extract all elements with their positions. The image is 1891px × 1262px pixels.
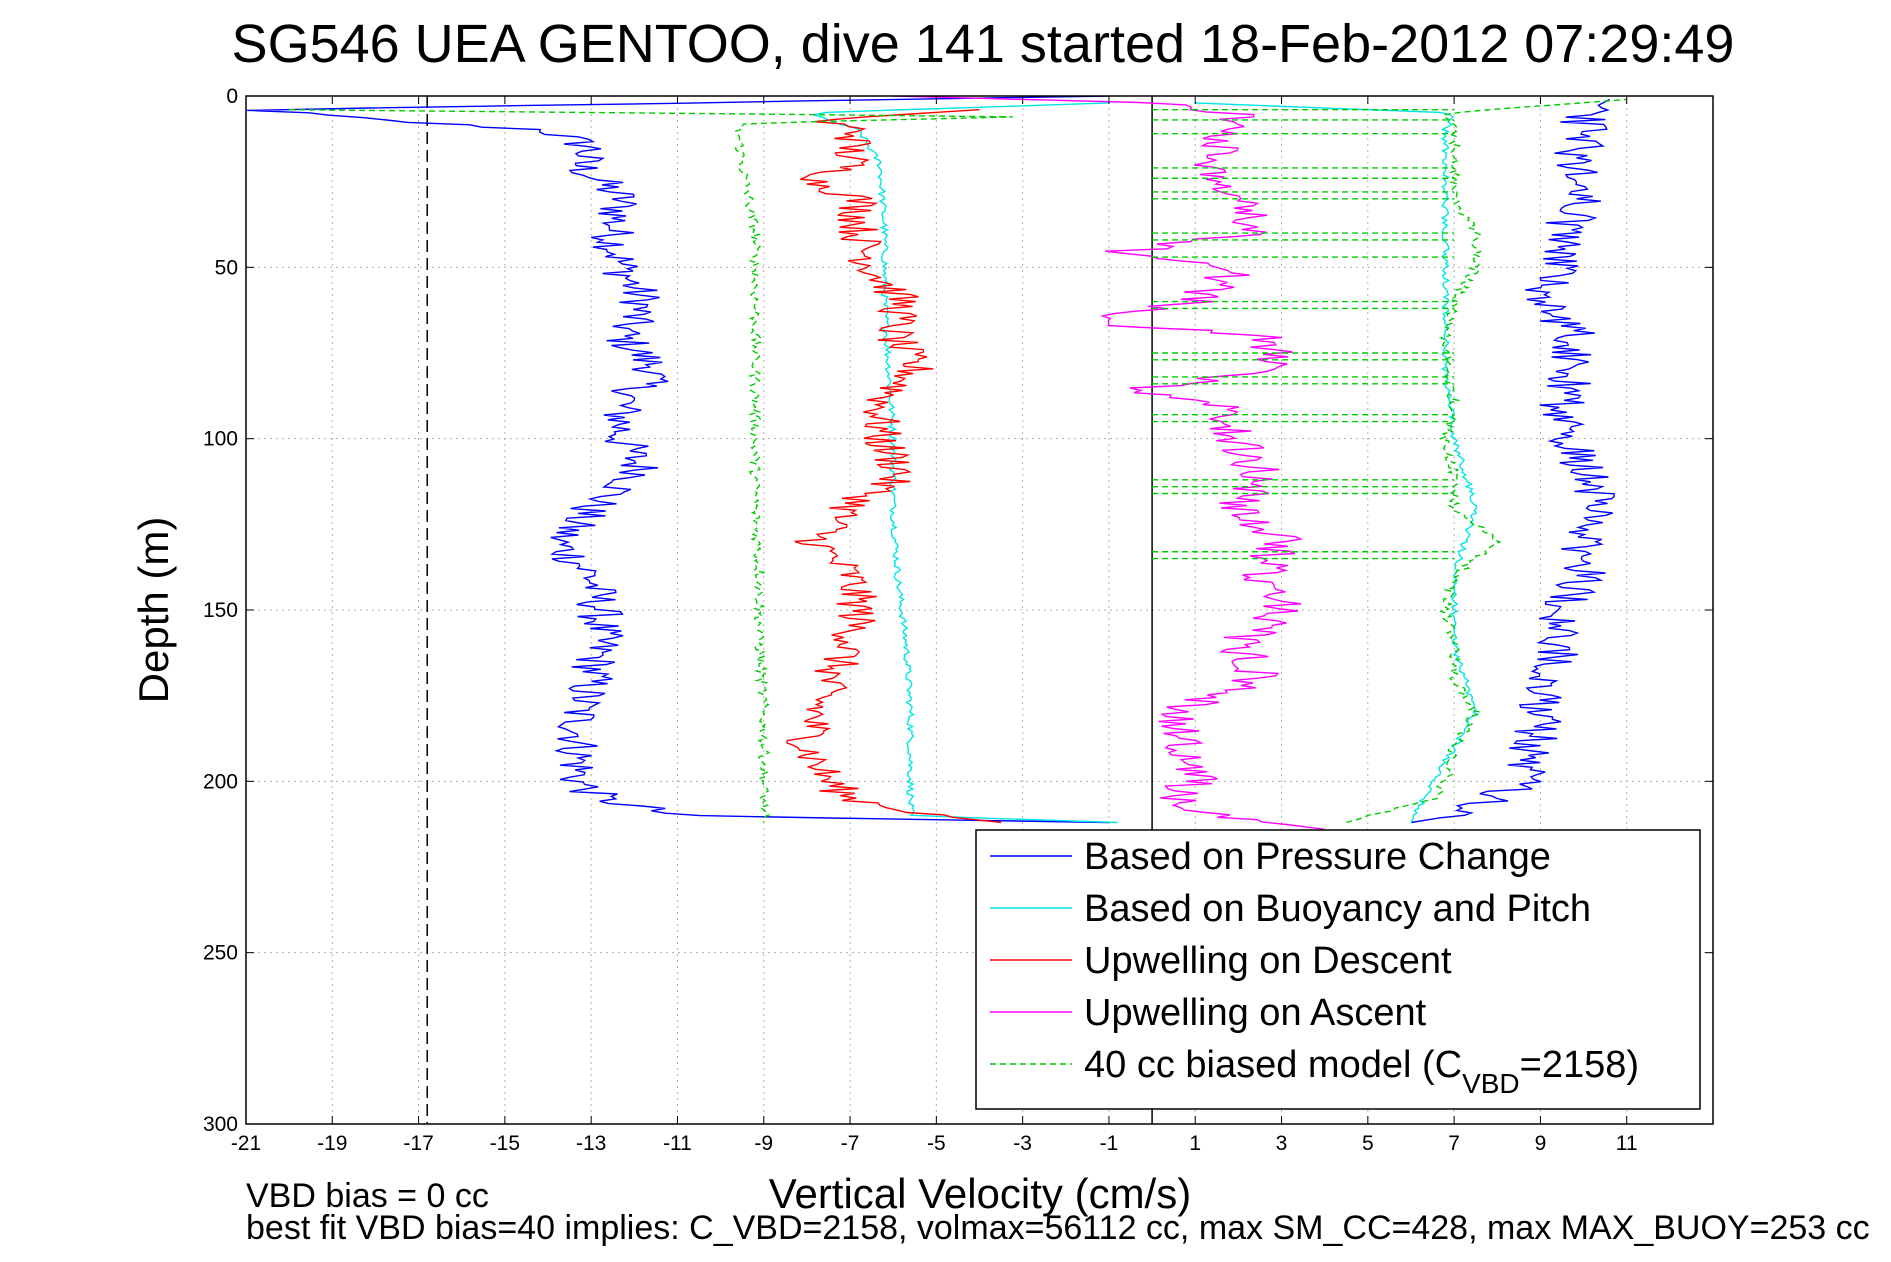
series-2 [813, 102, 1480, 824]
series-line-ascent [1195, 102, 1480, 823]
series-line-ascent [1410, 98, 1615, 824]
series-5 [289, 98, 1627, 824]
series-1 [247, 96, 1615, 824]
series-line-trace [786, 109, 1002, 824]
y-tick-label: 0 [226, 85, 238, 108]
series-line-descent [247, 96, 1109, 824]
series-4 [893, 96, 1325, 830]
y-axis-label: Depth (m) [130, 517, 177, 704]
x-tick-label: -1 [1100, 1132, 1119, 1155]
chart-title: SG546 UEA GENTOO, dive 141 started 18-Fe… [232, 14, 1735, 74]
x-tick-label: -7 [841, 1132, 860, 1155]
y-tick-label: 250 [203, 942, 238, 965]
annotation-vbd-bias: VBD bias = 0 cc [246, 1177, 489, 1215]
x-tick-label: 7 [1448, 1132, 1460, 1155]
y-tick-label: 200 [203, 770, 238, 793]
legend-label-4: Upwelling on Ascent [1084, 992, 1427, 1034]
y-tick-label: 50 [215, 256, 238, 279]
x-axis-label: Vertical Velocity (cm/s) [769, 1170, 1191, 1217]
x-tick-label: -19 [317, 1132, 347, 1155]
y-tick-label: 150 [203, 599, 238, 622]
x-tick-label: 3 [1276, 1132, 1288, 1155]
x-tick-label: 9 [1535, 1132, 1547, 1155]
series-layer [247, 96, 1627, 830]
axis-ticks: -21 -19 -17 -15 -13 -11 -9 -7 -5 -3 -1 1 3 5 7 9 1105010… [203, 85, 1713, 1155]
legend-label-1: Based on Pressure Change [1084, 836, 1551, 878]
series-line-ascent [1346, 98, 1627, 824]
y-tick-label: 300 [203, 1113, 238, 1136]
x-tick-label: -15 [490, 1132, 520, 1155]
x-tick-label: -17 [403, 1132, 433, 1155]
x-tick-label: -11 [663, 1132, 692, 1155]
series-line-descent [289, 109, 1013, 823]
series-3 [786, 109, 1002, 824]
series-line-descent [813, 102, 1118, 824]
y-tick-label: 100 [203, 428, 238, 451]
x-tick-label: 5 [1362, 1132, 1374, 1155]
legend: Based on Pressure Change Based on Buoyanc… [975, 829, 1701, 1110]
x-tick-label: -13 [576, 1132, 606, 1155]
series-line-trace [893, 96, 1325, 830]
annotation-best-fit: best fit VBD bias=40 implies: C_VBD=2158… [246, 1209, 1870, 1247]
x-tick-label: -3 [1013, 1132, 1032, 1155]
legend-label-2: Based on Buoyancy and Pitch [1084, 888, 1591, 930]
x-tick-label: -5 [927, 1132, 946, 1155]
legend-label-3: Upwelling on Descent [1084, 940, 1452, 982]
x-tick-label: -9 [754, 1132, 773, 1155]
x-tick-label: 1 [1189, 1132, 1201, 1155]
x-tick-label: -21 [231, 1132, 261, 1155]
x-tick-label: 11 [1616, 1132, 1638, 1155]
legend-box [975, 829, 1701, 1110]
